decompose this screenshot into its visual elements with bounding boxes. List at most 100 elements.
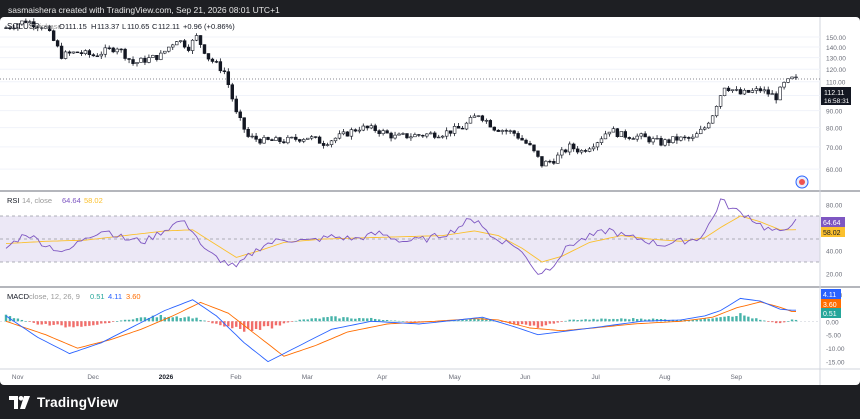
time-tick-label: Apr xyxy=(377,374,388,381)
macd-histogram-bar xyxy=(739,313,742,322)
candle-body xyxy=(635,135,639,140)
macd-histogram-bar xyxy=(735,316,738,322)
candle-body xyxy=(309,136,314,139)
time-tick-label: Sep xyxy=(730,374,742,381)
candle-body xyxy=(325,144,330,146)
macd-histogram-bar xyxy=(358,318,361,322)
candle-body xyxy=(151,55,155,58)
candle-body xyxy=(706,122,711,129)
macd-histogram-bar xyxy=(659,319,663,322)
candle-body xyxy=(246,128,250,137)
macd-histogram-bar xyxy=(56,321,59,325)
macd-histogram-bar xyxy=(250,321,254,331)
macd-histogram-bar xyxy=(246,321,250,329)
macd-histogram-bar xyxy=(155,317,159,322)
macd-histogram-bar xyxy=(564,320,567,322)
macd-histogram-bar xyxy=(366,318,369,322)
candle-body xyxy=(8,27,12,29)
macd-histogram-bar xyxy=(302,319,305,322)
tradingview-logo-icon xyxy=(9,395,30,409)
price-tick-label: 70.00 xyxy=(826,145,843,152)
macd-histogram-bar xyxy=(544,321,548,326)
macd-histogram-bar xyxy=(576,320,579,322)
macd-histogram-bar xyxy=(703,318,706,322)
candle-body xyxy=(115,48,119,53)
macd-histogram-bar xyxy=(44,321,47,324)
macd-histogram-bar xyxy=(453,320,456,322)
macd-histogram-bar xyxy=(608,319,611,322)
macd-histogram-bar xyxy=(298,319,301,322)
candle-body xyxy=(123,48,127,59)
time-tick-label: Mar xyxy=(302,374,314,381)
macd-histogram-bar xyxy=(326,317,329,322)
candle-body xyxy=(274,137,278,141)
candle-body xyxy=(341,131,346,135)
macd-histogram-bar xyxy=(179,318,182,322)
bar-countdown: 16:58:31 xyxy=(824,98,850,105)
macd-histogram-bar xyxy=(274,321,278,326)
legend-change: +0.96 (+0.86%) xyxy=(183,22,235,31)
candle-body xyxy=(778,86,782,101)
macd-histogram-bar xyxy=(183,317,186,322)
candle-body xyxy=(738,89,743,95)
candle-body xyxy=(619,131,624,137)
macd-line xyxy=(5,297,796,363)
macd-pane[interactable] xyxy=(0,297,820,363)
candle-body xyxy=(472,115,477,118)
macd-histogram-bar xyxy=(568,319,571,322)
macd-legend-macd: 4.11 xyxy=(108,292,122,301)
candle-body xyxy=(571,143,576,150)
macd-histogram-bar xyxy=(242,321,246,332)
candle-body xyxy=(214,61,219,63)
macd-histogram-bar xyxy=(588,319,591,322)
candle-body xyxy=(266,137,270,140)
candle-body xyxy=(182,40,187,48)
last-price-value: 112.11 xyxy=(824,90,844,97)
candle-body xyxy=(163,50,167,54)
macd-histogram-bar xyxy=(270,321,274,329)
candle-body xyxy=(647,136,651,143)
price-pane[interactable] xyxy=(0,18,820,170)
macd-histogram-bar xyxy=(175,316,178,322)
macd-legend-name: MACD xyxy=(7,292,30,301)
candle-body xyxy=(508,130,512,132)
candle-body xyxy=(167,46,171,52)
macd-tick-label: -15.00 xyxy=(826,360,845,367)
macd-histogram-bar xyxy=(219,321,222,326)
signal-last-value: 3.60 xyxy=(823,302,837,309)
macd-histogram-bar xyxy=(16,318,20,322)
candle-body xyxy=(564,149,568,153)
macd-histogram-bar xyxy=(512,321,516,325)
macd-histogram-bar xyxy=(528,321,532,326)
candle-body xyxy=(734,89,739,91)
candle-body xyxy=(381,130,385,134)
macd-histogram-bar xyxy=(620,318,623,322)
rsi-legend-params: 14, close xyxy=(22,196,52,205)
candle-body xyxy=(51,30,56,41)
candle-body xyxy=(20,20,24,25)
candle-body xyxy=(683,136,687,139)
candle-body xyxy=(159,52,163,60)
candle-body xyxy=(488,120,493,128)
candle-body xyxy=(254,135,258,140)
macd-histogram-bar xyxy=(647,319,651,322)
macd-histogram-bar xyxy=(385,319,389,322)
candle-body xyxy=(583,150,588,152)
candle-body xyxy=(250,135,254,138)
candle-body xyxy=(532,144,536,152)
footer-bar: TradingView xyxy=(0,387,860,419)
macd-histogram-bar xyxy=(584,319,587,322)
tradingview-logo[interactable]: TradingView xyxy=(9,395,118,410)
chart-area[interactable]: 150.00140.00130.00120.00110.00100.0090.0… xyxy=(0,17,860,385)
time-tick-label: Jul xyxy=(592,374,601,381)
macd-histogram-bar xyxy=(199,319,202,322)
price-tick-label: 130.00 xyxy=(826,56,846,63)
axes-layer: 150.00140.00130.00120.00110.00100.0090.0… xyxy=(12,35,846,381)
macd-histogram-bar xyxy=(195,317,198,322)
candle-body xyxy=(500,130,504,132)
chart-svg[interactable]: 150.00140.00130.00120.00110.00100.0090.0… xyxy=(0,17,860,385)
rsi-pane[interactable] xyxy=(0,198,820,275)
legend-open-label: O xyxy=(59,22,65,31)
candle-body xyxy=(504,130,508,132)
macd-histogram-bar xyxy=(719,317,722,322)
